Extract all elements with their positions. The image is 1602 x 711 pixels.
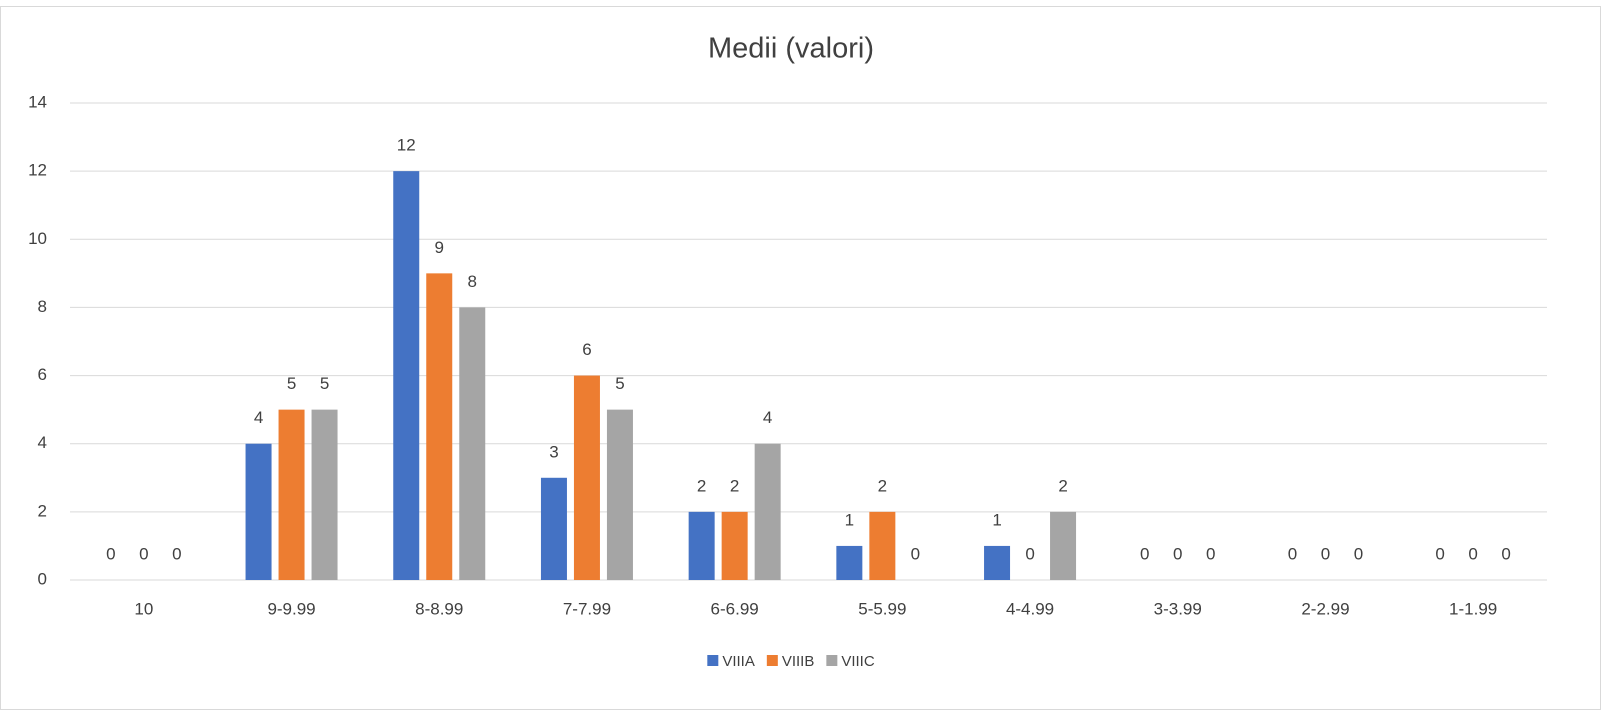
chart-border [0,6,1601,710]
data-label: 2 [878,476,887,495]
data-label: 0 [1173,544,1182,563]
legend-swatch [826,655,838,666]
bar [245,443,272,580]
y-tick-label: 12 [28,161,47,180]
data-label: 9 [435,238,444,257]
y-tick-label: 14 [28,92,47,111]
data-label: 0 [106,544,115,563]
data-label: 0 [172,544,181,563]
bar [984,545,1011,580]
data-label: 2 [697,476,706,495]
legend-label: VIIIB [782,653,815,670]
bar [1050,511,1077,580]
data-label: 5 [615,374,624,393]
data-label: 0 [1321,544,1330,563]
bar [573,375,600,580]
bar [311,409,338,580]
y-tick-label: 6 [38,365,47,384]
data-label: 2 [1058,476,1067,495]
bar [393,171,420,580]
legend-swatch [707,655,719,666]
data-label: 4 [254,408,263,427]
legend-label: VIIIA [722,653,755,670]
x-tick-label: 8-8.99 [415,599,463,618]
bar [836,545,863,580]
data-label: 5 [320,374,329,393]
data-label: 0 [1140,544,1149,563]
x-tick-label: 4-4.99 [1006,599,1054,618]
bar [688,511,715,580]
data-label: 0 [1468,544,1477,563]
x-tick-label: 6-6.99 [711,599,759,618]
data-label: 8 [468,272,477,291]
data-label: 0 [1354,544,1363,563]
data-label: 2 [730,476,739,495]
x-tick-label: 9-9.99 [267,599,315,618]
bar [721,511,748,580]
x-tick-label: 5-5.99 [858,599,906,618]
legend-label: VIIIC [841,653,875,670]
data-label: 0 [1435,544,1444,563]
bar [754,443,781,580]
bar [540,477,567,580]
data-label: 1 [845,510,854,529]
bar [869,511,896,580]
x-tick-label: 3-3.99 [1154,599,1202,618]
x-tick-label: 10 [134,599,153,618]
y-tick-label: 0 [38,569,47,588]
data-label: 0 [1288,544,1297,563]
data-label: 12 [397,136,416,155]
x-tick-label: 7-7.99 [563,599,611,618]
data-label: 4 [763,408,772,427]
data-label: 0 [1501,544,1510,563]
bar [606,409,633,580]
y-tick-label: 10 [28,229,47,248]
data-label: 5 [287,374,296,393]
data-label: 0 [911,544,920,563]
data-label: 0 [1025,544,1034,563]
data-label: 0 [1206,544,1215,563]
x-tick-label: 2-2.99 [1301,599,1349,618]
data-label: 0 [139,544,148,563]
y-tick-label: 8 [38,297,47,316]
bar [426,273,453,580]
data-label: 3 [549,442,558,461]
legend-swatch [766,655,778,666]
data-label: 6 [582,340,591,359]
y-tick-label: 2 [38,501,47,520]
x-tick-label: 1-1.99 [1449,599,1497,618]
data-label: 1 [992,510,1001,529]
bar [278,409,305,580]
chart-title: Medii (valori) [708,33,874,65]
y-tick-label: 4 [38,433,47,452]
bar [459,307,486,580]
